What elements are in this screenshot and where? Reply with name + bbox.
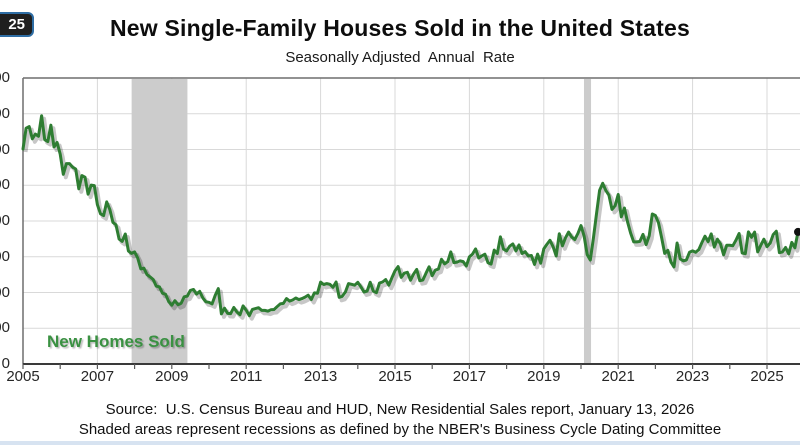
- x-axis-tick-label: 2015: [378, 368, 412, 385]
- y-axis-tick-label: 0: [1, 355, 10, 372]
- y-axis-tick-label: 600: [0, 247, 10, 265]
- y-axis-tick-label: 400: [0, 283, 10, 301]
- recession-note: Shaded areas represent recessions as def…: [78, 421, 722, 438]
- y-axis-tick-label: 1000: [0, 176, 10, 194]
- last-point-marker: [794, 227, 800, 236]
- chart-subtitle: Seasonally Adjusted Annual Rate: [285, 49, 515, 66]
- x-axis-tick-label: 2005: [6, 368, 40, 385]
- y-axis-tick-label: 1600: [0, 69, 10, 86]
- x-axis-tick-label: 2025: [750, 368, 784, 385]
- x-axis-tick-label: 2009: [155, 368, 189, 385]
- y-axis-tick-label: 800: [0, 212, 10, 229]
- x-axis-tick-label: 2013: [303, 368, 338, 385]
- x-axis-tick-label: 2011: [230, 368, 263, 385]
- sales-line: [21, 114, 800, 318]
- x-axis-tick-label: 2007: [80, 368, 115, 385]
- x-axis-tick-label: 2021: [601, 368, 635, 385]
- x-axis-tick-label: 2017: [452, 368, 487, 385]
- bottom-divider: [0, 441, 800, 445]
- series-label: New Homes Sold: [47, 332, 185, 351]
- badge-label: 25: [8, 16, 25, 33]
- y-axis-tick-label: 1400: [0, 104, 10, 122]
- x-axis-tick-label: 2023: [675, 368, 710, 385]
- x-axis-tick-label: 2019: [527, 368, 561, 385]
- y-axis-tick-label: 200: [0, 319, 10, 337]
- last-point-callout-badge: 25: [0, 12, 34, 37]
- chart-title: New Single-Family Houses Sold in the Uni…: [110, 15, 690, 41]
- source-line: Source: U.S. Census Bureau and HUD, New …: [105, 401, 695, 418]
- recession-band: [131, 79, 188, 364]
- y-axis-tick-label: 1200: [0, 140, 10, 158]
- recession-band: [583, 79, 592, 364]
